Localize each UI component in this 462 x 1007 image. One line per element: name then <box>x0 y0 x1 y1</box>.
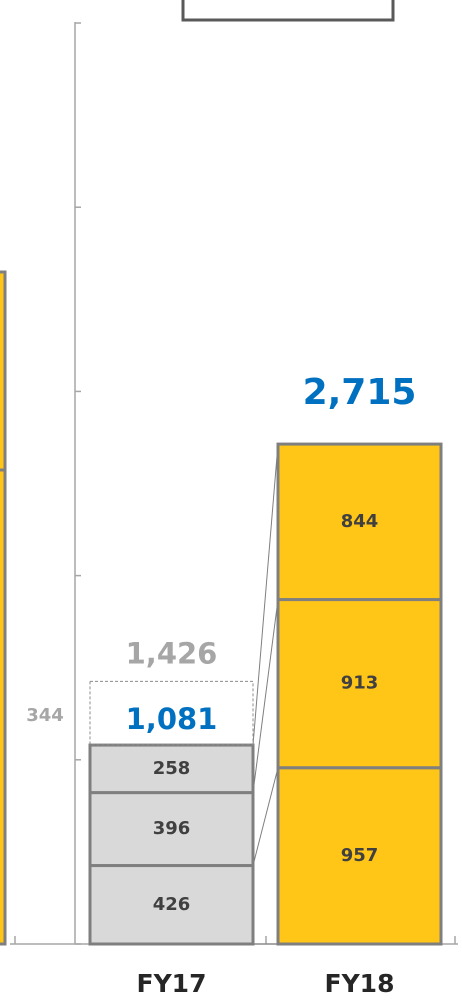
total-label: 1,081 <box>126 702 218 736</box>
difference-label: 344 <box>26 705 64 726</box>
reference-label: 1,426 <box>126 636 218 670</box>
connector <box>252 599 279 793</box>
bar-segment <box>276 442 443 602</box>
segment-label: 426 <box>153 894 191 915</box>
cropped-box <box>181 0 395 22</box>
cropped-bar <box>0 270 7 946</box>
connector <box>252 444 279 746</box>
segment-label: 844 <box>341 511 379 532</box>
segment-label: 258 <box>153 758 191 779</box>
bar-segment <box>88 743 255 795</box>
segment-label: 396 <box>153 818 191 839</box>
bar-segment <box>276 598 443 770</box>
connector <box>252 767 279 866</box>
segment-label: 913 <box>341 673 379 694</box>
x-tick-label: FY18 <box>325 969 395 998</box>
reference-box <box>89 680 254 746</box>
total-label: 2,715 <box>303 372 417 413</box>
bar-segment <box>88 864 255 946</box>
x-tick-label: FY17 <box>137 969 207 998</box>
segment-label: 957 <box>341 845 379 866</box>
